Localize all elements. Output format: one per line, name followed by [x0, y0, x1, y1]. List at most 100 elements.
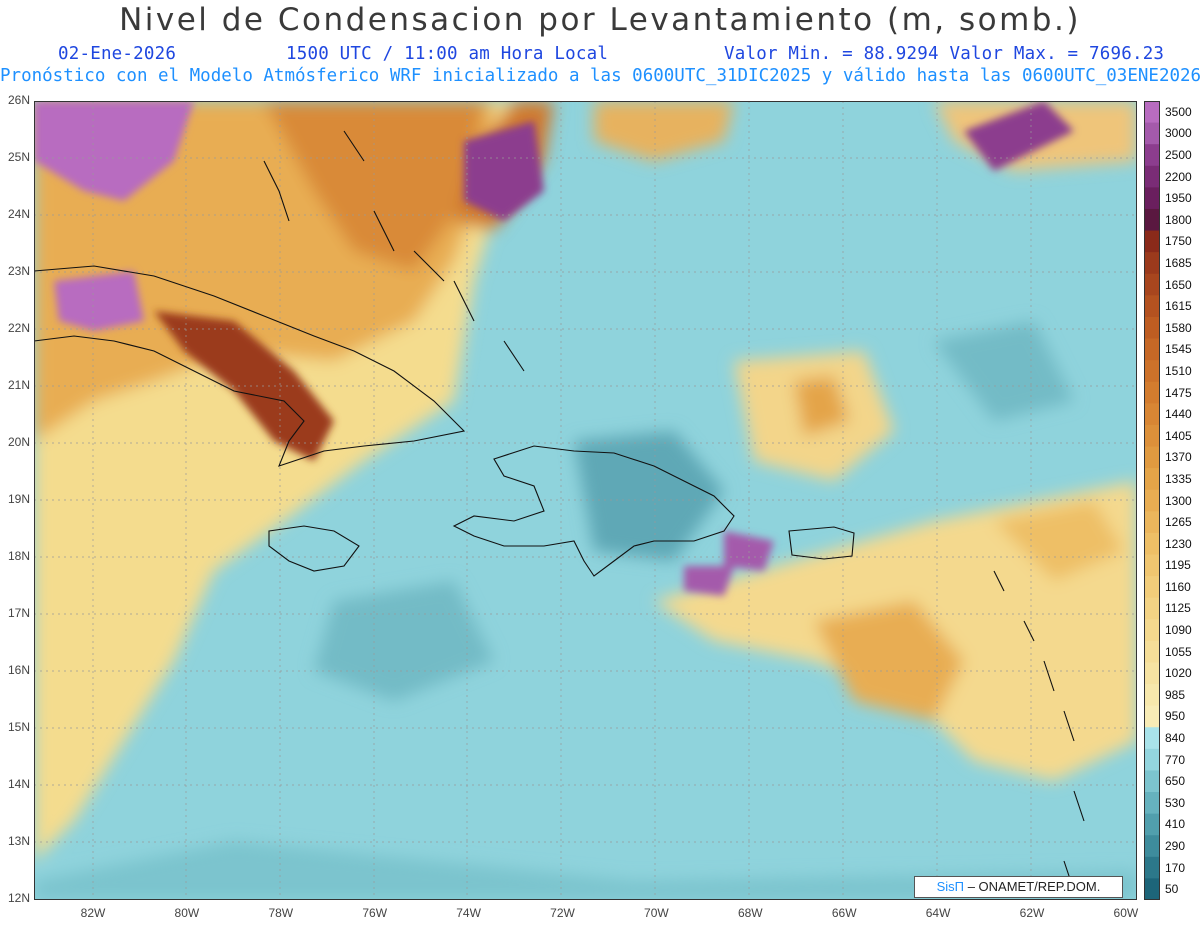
colorbar-label: 530 — [1165, 795, 1186, 810]
colorbar-label: 2500 — [1165, 147, 1192, 162]
lat-tick-label: 21N — [7, 378, 30, 392]
colorbar-label: 1545 — [1165, 342, 1192, 357]
colorbar-label: 1440 — [1165, 407, 1192, 422]
colorbar-swatch — [1144, 381, 1160, 404]
cuba-coast — [34, 265, 466, 467]
lat-tick-label: 15N — [7, 720, 30, 734]
colorbar-label: 1950 — [1165, 191, 1192, 206]
lon-tick-label: 60W — [1113, 906, 1139, 920]
colorbar-label: 1265 — [1165, 515, 1192, 530]
lat-tick-label: 12N — [7, 891, 30, 905]
colorbar — [1144, 101, 1160, 900]
lat-tick-label: 24N — [7, 207, 30, 221]
colorbar-swatch — [1144, 835, 1160, 858]
colorbar-label: 770 — [1165, 752, 1186, 767]
colorbar-label: 1615 — [1165, 299, 1192, 314]
colorbar-swatch — [1144, 813, 1160, 836]
model-subtitle: Pronóstico con el Modelo Atmósferico WRF… — [0, 66, 1200, 86]
colorbar-swatch — [1144, 554, 1160, 577]
colorbar-label: 2200 — [1165, 169, 1192, 184]
lon-tick-label: 74W — [456, 906, 481, 920]
colorbar-swatch — [1144, 489, 1160, 512]
colorbar-label: 1335 — [1165, 471, 1192, 486]
colorbar-label: 3500 — [1165, 104, 1192, 119]
colorbar-swatch — [1144, 770, 1160, 793]
lesser-antilles — [993, 570, 1085, 892]
lat-tick-label: 13N — [7, 834, 30, 848]
colorbar-label: 650 — [1165, 774, 1186, 789]
colorbar-swatch — [1144, 273, 1160, 296]
colorbar-swatch — [1144, 856, 1160, 879]
bahamas — [263, 130, 525, 372]
colorbar-swatch — [1144, 662, 1160, 685]
colorbar-label: 290 — [1165, 839, 1186, 853]
colorbar-label: 1195 — [1165, 558, 1191, 573]
colorbar-label: 1405 — [1165, 428, 1192, 443]
colorbar-swatch — [1144, 187, 1160, 210]
lat-tick-label: 14N — [7, 777, 30, 791]
colorbar-swatch — [1144, 468, 1160, 491]
colorbar-swatch — [1144, 316, 1160, 340]
forecast-time: 1500 UTC / 11:00 am Hora Local — [286, 44, 609, 64]
lat-tick-label: 23N — [7, 264, 30, 278]
colorbar-label: 50 — [1165, 882, 1179, 897]
colorbar-swatch — [1144, 446, 1160, 469]
colorbar-label: 1125 — [1165, 601, 1191, 616]
colorbar-swatch — [1144, 727, 1160, 750]
colorbar-label: 1580 — [1165, 320, 1192, 335]
colorbar-swatch — [1144, 403, 1160, 426]
colorbar-swatch — [1144, 878, 1160, 900]
lat-tick-label: 16N — [7, 663, 30, 677]
hispaniola-coast — [452, 445, 735, 577]
colorbar-frame — [1144, 101, 1160, 900]
lcl-map — [34, 101, 1137, 900]
lon-tick-label: 78W — [268, 906, 294, 920]
credit-badge: SisΠ – ONAMET/REP.DOM. — [914, 876, 1123, 898]
colorbar-swatch — [1144, 684, 1160, 707]
lon-tick-label: 64W — [925, 906, 951, 920]
colorbar-swatch — [1144, 597, 1160, 620]
colorbar-swatch — [1144, 576, 1160, 599]
lat-tick-label: 17N — [7, 606, 30, 620]
colorbar-swatch — [1144, 511, 1160, 534]
map-title: Nivel de Condensacion por Levantamiento … — [119, 2, 1081, 38]
colorbar-swatch — [1144, 208, 1160, 232]
colorbar-label: 170 — [1165, 860, 1186, 875]
colorbar-label: 1650 — [1165, 277, 1192, 292]
colorbar-swatch — [1144, 748, 1160, 771]
colorbar-label: 1685 — [1165, 255, 1192, 270]
colorbar-label: 1370 — [1165, 450, 1192, 465]
colorbar-swatch — [1144, 252, 1160, 275]
lat-tick-label: 25N — [7, 150, 30, 164]
colorbar-swatch — [1144, 532, 1160, 555]
colorbar-swatch — [1144, 338, 1160, 361]
colorbar-label: 1300 — [1165, 493, 1192, 508]
lon-tick-label: 66W — [831, 906, 857, 920]
credit-brand: SisΠ — [936, 879, 965, 894]
lat-tick-label: 26N — [7, 93, 30, 107]
colorbar-swatch — [1144, 424, 1160, 448]
forecast-date: 02-Ene-2026 — [58, 44, 177, 64]
colorbar-label: 1800 — [1165, 212, 1192, 227]
colorbar-swatch — [1144, 230, 1160, 253]
colorbar-swatch — [1144, 619, 1160, 642]
colorbar-label: 3000 — [1165, 126, 1192, 141]
graticule — [34, 101, 1137, 900]
value-range: Valor Min. = 88.9294 Valor Max. = 7696.2… — [724, 44, 1165, 64]
colorbar-label: 1090 — [1165, 623, 1192, 638]
colorbar-swatch — [1144, 101, 1160, 124]
colorbar-label: 1020 — [1165, 666, 1192, 681]
lat-tick-label: 18N — [7, 549, 30, 563]
colorbar-label: 950 — [1165, 709, 1186, 724]
colorbar-swatch — [1144, 792, 1160, 815]
colorbar-label: 1230 — [1165, 536, 1192, 551]
colorbar-label: 1160 — [1165, 579, 1191, 594]
coastlines — [34, 130, 1085, 892]
colorbar-swatch — [1144, 360, 1160, 383]
jamaica-coast — [268, 525, 360, 572]
colorbar-label: 1510 — [1165, 363, 1192, 378]
lon-tick-label: 72W — [550, 906, 575, 920]
credit-org: – ONAMET/REP.DOM. — [967, 879, 1101, 894]
puerto-rico-coast — [788, 526, 855, 560]
colorbar-label: 1750 — [1165, 234, 1192, 249]
